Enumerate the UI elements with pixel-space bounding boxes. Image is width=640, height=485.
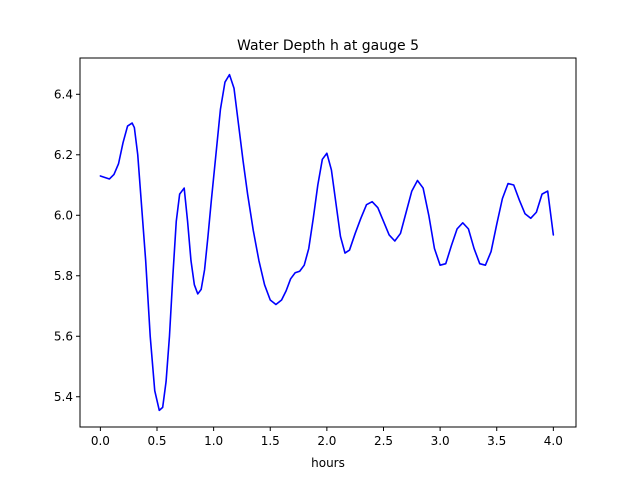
chart-title: Water Depth h at gauge 5 [237,38,419,54]
x-axis-ticks: 0.0 0.5 1.0 1.5 2.0 2.5 3.0 3.5 4.0 [91,427,563,448]
x-tick-label: 3.5 [487,434,506,448]
y-tick-label: 5.8 [54,269,73,283]
x-tick-label: 3.0 [431,434,450,448]
y-tick-label: 6.4 [54,87,73,101]
axes-frame [79,57,577,428]
y-axis-ticks: 5.4 5.6 5.8 6.0 6.2 6.4 [54,87,80,404]
x-tick-label: 2.5 [374,434,393,448]
plot-area [99,73,555,412]
x-tick-label: 0.5 [147,434,166,448]
x-tick-label: 0.0 [91,434,110,448]
x-axis-label: hours [311,456,345,470]
x-tick-label: 1.5 [261,434,280,448]
y-tick-label: 6.0 [54,208,73,222]
y-tick-label: 5.6 [54,329,73,343]
series-line-0 [99,73,555,412]
x-tick-label: 1.0 [204,434,223,448]
x-tick-label: 4.0 [544,434,563,448]
y-tick-label: 6.2 [54,148,73,162]
y-tick-label: 5.4 [54,390,73,404]
x-tick-label: 2.0 [317,434,336,448]
